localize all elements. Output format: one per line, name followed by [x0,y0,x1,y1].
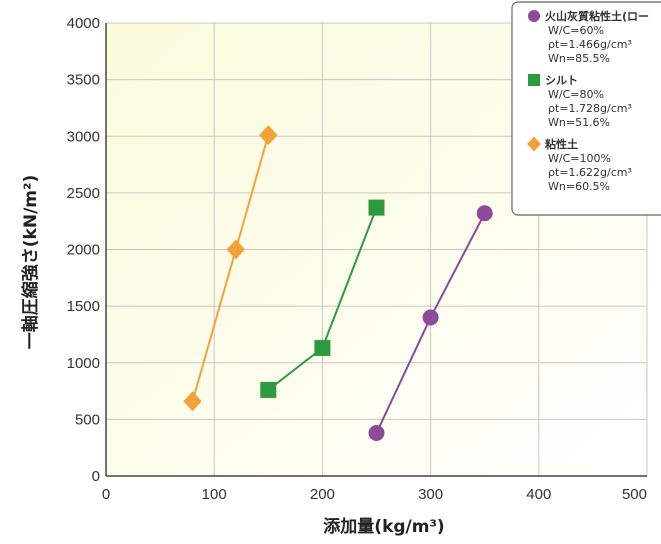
data-point-diamond [527,136,541,152]
data-point-circle [422,309,439,326]
x-tick-labels: 0 100 200 300 400 500 [102,486,647,503]
legend-detail: W/C=100% [548,152,611,165]
y-tick-label: 0 [92,468,100,485]
legend-detail: Wn=51.6% [548,116,610,129]
data-point-circle [528,10,540,22]
legend-detail: W/C=80% [548,88,604,101]
data-point-square [368,199,385,216]
legend-label: シルト [545,74,578,87]
y-tick-labels: 0 500 1000 1500 2000 2500 3000 3500 4000 [67,15,100,485]
data-point-circle [476,205,493,222]
axes [105,23,647,477]
y-tick-label: 3000 [67,128,100,145]
y-tick-label: 500 [75,411,100,428]
y-tick-label: 1000 [67,355,100,372]
series-1 [368,205,493,441]
data-point-square [314,340,331,357]
x-tick-label: 100 [202,486,227,503]
legend-detail: Wn=60.5% [548,180,610,193]
y-tick-label: 2500 [67,185,100,202]
legend-label: 火山灰質粘性土(ロー [545,9,649,23]
series-2 [260,199,385,398]
y-tick-label: 2000 [67,242,100,259]
legend-detail: ρt=1.466g/cm³ [548,38,632,51]
x-tick-label: 500 [622,486,647,503]
x-tick-label: 200 [310,486,335,503]
y-tick-label: 1500 [67,298,100,315]
legend-detail: ρt=1.622g/cm³ [548,166,632,179]
y-tick-label: 4000 [67,15,100,32]
data-point-square [260,381,277,398]
legend-detail: Wn=85.5% [548,52,610,65]
legend-box [511,1,661,216]
y-axis-title: 一軸圧縮強さ(kN/m²) [20,175,41,349]
x-tick-label: 300 [418,486,443,503]
x-axis-title: 添加量(kg/m³) [323,516,444,537]
y-tick-label: 3500 [67,72,100,89]
data-point-diamond [226,239,246,260]
data-point-diamond [183,391,202,412]
grid [106,22,648,476]
legend-detail: W/C=60% [548,24,604,37]
series [183,125,493,441]
data-point-square [528,74,540,86]
legend-label: 粘性土 [545,137,578,151]
x-tick-label: 400 [526,486,551,503]
data-point-circle [368,424,385,441]
x-tick-label: 0 [102,486,110,503]
series-3 [183,125,278,412]
legend-detail: ρt=1.728g/cm³ [548,102,632,115]
data-point-diamond [259,125,278,146]
